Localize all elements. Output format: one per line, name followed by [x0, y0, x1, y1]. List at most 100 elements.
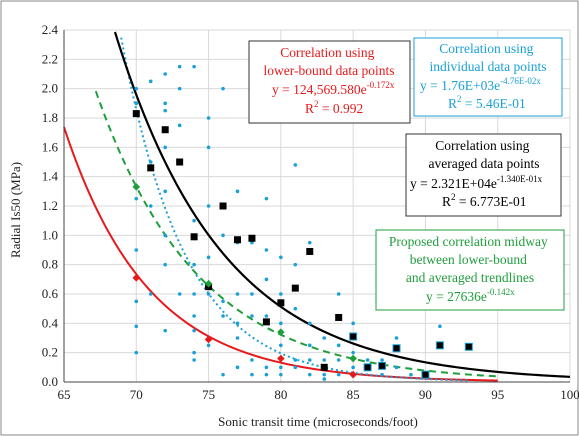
point-individual: [336, 358, 341, 362]
y-tick-label: 1.2: [42, 198, 58, 213]
x-tick-label: 95: [491, 387, 504, 402]
point-individual: [235, 336, 240, 340]
annotation-averaged-eq: y = 2.321E+04e: [410, 176, 497, 191]
point-individual: [192, 328, 196, 333]
point-averaged: [435, 341, 444, 350]
point-individual: [163, 328, 167, 333]
y-tick-label: 1.8: [42, 110, 58, 125]
point-individual: [264, 372, 269, 377]
x-tick-label: 90: [419, 387, 432, 402]
point-individual: [264, 277, 269, 282]
point-individual: [336, 343, 341, 348]
tick-labels: 65 70 75 80 85 90 95 100 0.0 0.2 0.4 0.6 0.8 1.0 1.2 1.…: [42, 22, 579, 402]
svg-text:y = 124,569.580e-0.172x: y = 124,569.580e-0.172x: [272, 80, 395, 97]
x-tick-label: 100: [560, 387, 579, 402]
point-individual: [394, 365, 399, 370]
annotation-midway-line3: and averaged trendlines: [406, 270, 534, 285]
svg-text:Correlation using indivi: Correlation using individual data points: [430, 41, 547, 74]
y-tick-label: 0.8: [42, 257, 58, 272]
annotation-midway-line1: Proposed correlation midway: [389, 234, 548, 249]
annotation-individual-eq: y = 1.76E+03e: [420, 78, 500, 93]
point-individual: [192, 314, 196, 318]
point-individual: [206, 255, 211, 260]
annotation-midway-line2: between lower-bound: [410, 252, 527, 267]
annotation-individual-line2: individual data points: [430, 59, 547, 74]
point-midway: [204, 279, 213, 288]
point-individual: [163, 145, 167, 150]
point-individual: [293, 262, 298, 267]
point-individual: [177, 123, 182, 128]
point-lower: [132, 274, 141, 282]
x-axis-label: Sonic transit time (microseconds/foot): [218, 414, 418, 429]
point-individual: [264, 365, 269, 370]
point-individual: [279, 321, 283, 326]
annotation-averaged-r: R: [442, 194, 451, 209]
point-individual: [148, 204, 153, 208]
point-individual: [206, 145, 211, 150]
point-individual: [351, 321, 355, 326]
annotation-individual: Correlation using individual data points…: [413, 37, 563, 117]
y-tick-label: 2.2: [42, 51, 58, 66]
point-individual: [307, 240, 312, 245]
point-individual: [177, 86, 182, 91]
point-individual: [206, 343, 211, 348]
point-individual: [264, 196, 269, 201]
point-individual: [380, 358, 384, 362]
annotation-lower-bound: Correlation using lower-bound data point…: [248, 40, 411, 124]
data-points: [132, 64, 473, 381]
point-averaged: [190, 233, 198, 241]
point-individual: [279, 343, 283, 348]
point-averaged: [378, 361, 387, 370]
point-individual: [293, 358, 298, 362]
point-averaged: [320, 363, 328, 371]
x-tick-label: 85: [347, 387, 360, 402]
point-individual: [134, 196, 139, 201]
annotation-individual-line1: Correlation using: [439, 41, 533, 56]
point-individual: [134, 299, 139, 304]
point-individual: [134, 86, 139, 91]
y-tick-label: 0.4: [42, 315, 59, 330]
annotation-individual-box: [413, 37, 563, 117]
x-tick-label: 65: [58, 387, 71, 402]
point-averaged: [176, 158, 184, 166]
point-individual: [293, 163, 298, 167]
point-individual: [192, 350, 196, 355]
point-averaged: [363, 363, 372, 372]
trendline-averaged: [113, 31, 571, 378]
annotation-averaged-line2: averaged data points: [429, 156, 540, 171]
point-averaged: [335, 313, 343, 321]
svg-text:R2 = 5.46E-01: R2 = 5.46E-01: [448, 94, 526, 111]
annotation-averaged-line1: Correlation using: [435, 138, 529, 153]
annotation-lower-line2: lower-bound data points: [264, 63, 395, 78]
point-averaged: [349, 332, 358, 341]
point-individual: [177, 292, 182, 296]
point-individual: [235, 365, 240, 370]
annotation-midway-box: [375, 229, 565, 311]
point-individual: [307, 358, 312, 362]
y-tick-label: 2.4: [42, 22, 59, 37]
y-tick-label: 1.0: [42, 227, 58, 242]
point-averaged: [392, 344, 401, 353]
point-individual: [163, 233, 167, 238]
point-individual: [250, 372, 254, 377]
point-averaged: [219, 202, 227, 210]
annotation-individual-r-val: = 5.46E-01: [462, 96, 526, 111]
point-individual: [206, 292, 211, 296]
point-individual: [148, 292, 153, 296]
point-individual: [163, 72, 167, 76]
point-individual: [322, 377, 327, 381]
annotation-midway-exp: -0.142x: [487, 287, 515, 297]
point-averaged: [421, 370, 430, 379]
point-averaged: [262, 318, 270, 326]
point-individual: [134, 324, 139, 329]
point-individual: [365, 358, 370, 362]
point-individual: [206, 116, 211, 120]
annotation-lower-bound-box: [248, 40, 411, 124]
point-individual: [221, 233, 225, 238]
point-individual: [192, 262, 196, 267]
point-midway: [132, 183, 141, 191]
annotation-midway: Proposed correlation midway between lowe…: [375, 229, 565, 311]
svg-text:y = 1.76E+03e-4.76E-02x: y = 1.76E+03e-4.76E-02x: [420, 76, 541, 93]
x-tick-label: 80: [274, 387, 287, 402]
